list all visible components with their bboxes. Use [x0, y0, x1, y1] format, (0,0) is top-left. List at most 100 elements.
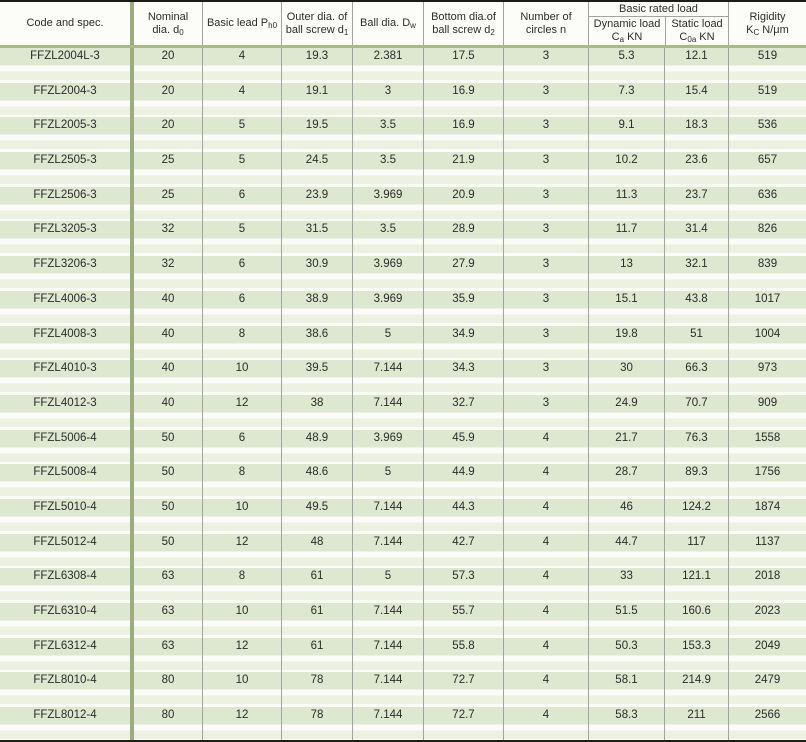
cell-dynamic-load: 51.5	[589, 603, 665, 638]
cell-rigidity: 909	[729, 395, 806, 430]
bottom-dia-value: 21.9	[452, 154, 475, 167]
cell-rigidity: 2479	[729, 672, 806, 707]
cell-basic-lead: 10	[203, 672, 282, 708]
column-header-basic-lead: Basic lead Ph0	[203, 2, 282, 45]
cell-static-load: 211	[665, 707, 729, 740]
table-row: FFZL2004-3 20 4 19.1 3 16.9 3 7.3 15.4 5…	[0, 82, 806, 118]
basic-lead-value: 12	[235, 639, 249, 652]
cell-static-load: 15.4	[665, 82, 729, 118]
nominal-dia-value: 63	[161, 639, 175, 652]
cell-ball-dia: 7.144	[353, 603, 424, 638]
column-header-outer-dia: Outer dia. of ball screw d1	[282, 2, 353, 45]
ball-dia-value: 7.144	[373, 674, 403, 687]
column-header-dynamic-line2: Ca KN	[611, 31, 643, 44]
cell-basic-lead: 10	[203, 498, 282, 534]
cell-bottom-dia: 17.5	[424, 48, 504, 83]
table-row: FFZL2004L-3 20 4 19.3 2.381 17.5 3 5.3 1…	[0, 48, 806, 83]
table-row: FFZL4010-3 40 10 39.5 7.144 34.3 3 30 66…	[0, 360, 806, 395]
rigidity-value: 519	[757, 50, 778, 62]
cell-ball-dia: 3.5	[353, 152, 424, 187]
cell-outer-dia: 31.5	[282, 221, 353, 257]
nominal-dia-value: 32	[161, 223, 175, 236]
cell-static-load: 51	[665, 325, 729, 361]
bottom-dia-value: 72.7	[452, 674, 475, 687]
code-value: FFZL8010-4	[33, 674, 97, 687]
cell-nominal-dia: 40	[134, 325, 203, 361]
cell-code: FFZL4008-3	[0, 325, 134, 361]
column-header-circles-line2: circles n	[525, 23, 567, 36]
static-load-value: 153.3	[682, 639, 711, 652]
circles-value: 3	[542, 188, 550, 201]
ball-dia-value: 3.5	[380, 154, 396, 167]
nominal-dia-value: 25	[161, 188, 175, 201]
cell-dynamic-load: 15.1	[589, 290, 665, 326]
cell-circles: 3	[504, 221, 589, 257]
static-load-value: 32.1	[685, 258, 708, 271]
ball-dia-value: 3.5	[380, 119, 396, 132]
bottom-dia-value: 17.5	[452, 50, 475, 62]
cell-outer-dia: 38.6	[282, 325, 353, 361]
cell-basic-lead: 5	[203, 221, 282, 257]
rigidity-value: 519	[757, 84, 778, 97]
dynamic-load-value: 9.1	[618, 119, 635, 132]
dynamic-load-value: 24.9	[615, 396, 638, 409]
cell-bottom-dia: 34.9	[424, 325, 504, 361]
static-load-value: 15.4	[685, 84, 708, 97]
cell-code: FFZL6312-4	[0, 637, 134, 673]
cell-outer-dia: 38.9	[282, 290, 353, 326]
code-value: FFZL4008-3	[33, 327, 97, 340]
cell-nominal-dia: 25	[134, 152, 203, 187]
basic-lead-value: 10	[235, 362, 249, 375]
circles-value: 4	[542, 570, 550, 583]
basic-lead-value: 12	[235, 396, 249, 409]
rigidity-value: 1558	[754, 431, 781, 444]
cell-outer-dia: 61	[282, 637, 353, 673]
nominal-dia-value: 20	[161, 119, 175, 132]
table-row: FFZL3206-3 32 6 30.9 3.969 27.9 3 13 32.…	[0, 256, 806, 291]
basic-lead-value: 8	[238, 466, 246, 479]
cell-rigidity: 839	[729, 256, 806, 291]
cell-circles: 3	[504, 186, 589, 222]
column-header-static-line2: C0a KN	[679, 31, 715, 44]
ball-dia-value: 7.144	[373, 396, 403, 409]
cell-code: FFZL8012-4	[0, 707, 134, 740]
cell-circles: 3	[504, 152, 589, 187]
cell-bottom-dia: 55.7	[424, 603, 504, 638]
cell-static-load: 117	[665, 533, 729, 569]
outer-dia-value: 48.6	[305, 466, 329, 479]
static-load-value: 51	[690, 327, 703, 340]
ball-dia-value: 3.969	[373, 188, 403, 201]
outer-dia-value: 24.5	[305, 154, 329, 167]
cell-dynamic-load: 19.8	[589, 325, 665, 361]
cell-code: FFZL5006-4	[0, 429, 134, 465]
cell-basic-lead: 6	[203, 256, 282, 291]
column-header-static-line1: Static load	[671, 18, 723, 30]
dynamic-load-value: 50.3	[615, 639, 638, 652]
code-value: FFZL3205-3	[33, 223, 97, 236]
cell-ball-dia: 3.969	[353, 290, 424, 326]
cell-nominal-dia: 40	[134, 394, 203, 430]
basic-lead-value: 10	[235, 605, 249, 617]
table-row: FFZL5008-4 50 8 48.6 5 44.9 4 28.7 89.3 …	[0, 464, 806, 499]
ball-dia-value: 3.5	[380, 223, 396, 236]
cell-rigidity: 1137	[729, 534, 806, 569]
static-load-value: 12.1	[685, 50, 708, 62]
cell-circles: 3	[504, 256, 589, 291]
cell-dynamic-load: 24.9	[589, 394, 665, 430]
rigidity-value: 826	[757, 223, 778, 236]
outer-dia-value: 39.5	[305, 362, 329, 375]
cell-static-load: 121.1	[665, 568, 729, 603]
cell-code: FFZL6310-4	[0, 603, 134, 638]
outer-dia-value: 38.9	[305, 292, 329, 305]
outer-dia-value: 61	[310, 570, 324, 583]
table-row: FFZL8010-4 80 10 78 7.144 72.7 4 58.1 21…	[0, 672, 806, 708]
ball-dia-value: 3.969	[373, 431, 403, 444]
static-load-value: 121.1	[682, 570, 711, 583]
cell-dynamic-load: 11.3	[589, 186, 665, 222]
cell-nominal-dia: 50	[134, 429, 203, 465]
bottom-dia-value: 32.7	[452, 396, 475, 409]
static-load-value: 124.2	[682, 500, 711, 513]
dynamic-load-value: 7.3	[618, 84, 635, 97]
table-row: FFZL6310-4 63 10 61 7.144 55.7 4 51.5 16…	[0, 603, 806, 638]
cell-dynamic-load: 21.7	[589, 429, 665, 465]
